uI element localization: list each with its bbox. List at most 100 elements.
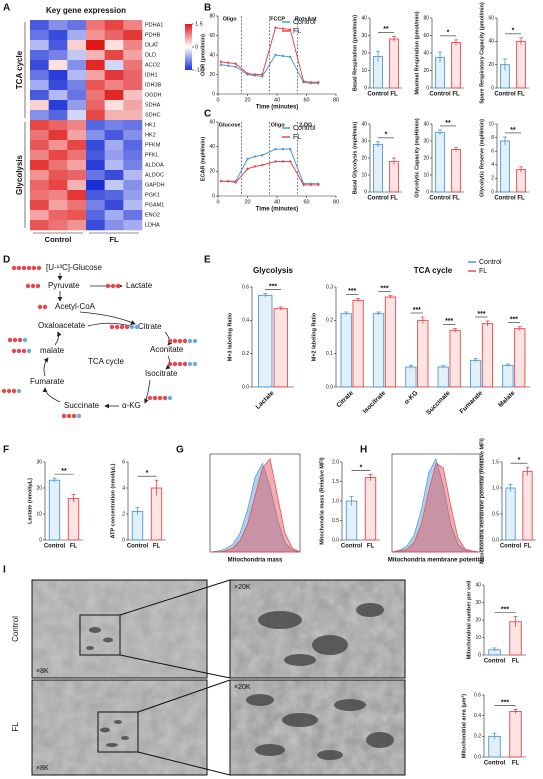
carbon-dot bbox=[167, 395, 173, 401]
heatmap-cell bbox=[48, 210, 68, 221]
panel-label: I bbox=[3, 565, 6, 576]
x-tick-label: Control bbox=[44, 544, 66, 550]
heatmap-cell bbox=[123, 180, 143, 191]
node: Lactate bbox=[126, 281, 153, 290]
heatmap-cell bbox=[30, 160, 49, 171]
bar bbox=[481, 323, 494, 388]
y-tick-label: 2 bbox=[491, 176, 494, 182]
x-tick-label: FL bbox=[517, 92, 525, 98]
carbon-dot bbox=[115, 283, 121, 289]
node: Succinate bbox=[64, 401, 100, 410]
bar bbox=[67, 497, 80, 541]
y-tick-label: 2.0 bbox=[332, 459, 339, 465]
heatmap-cell bbox=[123, 60, 143, 71]
legend-label: Control bbox=[293, 19, 316, 26]
heatmap-cell bbox=[48, 90, 68, 101]
row-label: PDHB bbox=[145, 32, 161, 38]
y-tick-label: 0 bbox=[364, 85, 367, 91]
carbon-dot bbox=[187, 338, 193, 344]
y-axis-label: Mitochondrial number per cell bbox=[466, 580, 472, 659]
y-tick-label: 0.5 bbox=[332, 518, 339, 524]
heatmap-cell bbox=[104, 50, 124, 61]
cycle-label: TCA cycle bbox=[88, 357, 125, 366]
y-tick-label: 20 bbox=[361, 155, 367, 161]
data-point bbox=[219, 63, 223, 66]
y-axis-label: ECAR (mpH/min) bbox=[200, 137, 206, 181]
x-tick-label: 60 bbox=[303, 199, 309, 205]
heatmap-cell bbox=[86, 90, 105, 101]
bar bbox=[522, 470, 533, 541]
y-tick-label: 40 bbox=[361, 121, 367, 127]
carbon-dot bbox=[110, 283, 116, 289]
significance: *** bbox=[269, 284, 277, 291]
y-axis-label: M+2 labeling Ratio bbox=[311, 312, 317, 361]
data-point bbox=[227, 64, 230, 67]
y-tick-label: 4 bbox=[122, 485, 125, 491]
y-axis-label: Spare Respiratory Capacity (pmol/min) bbox=[479, 2, 485, 104]
carbon-dot bbox=[105, 283, 111, 289]
x-tick-label: Fumarate bbox=[458, 389, 484, 415]
row-label: PDHA1 bbox=[145, 22, 163, 28]
carbon-dot bbox=[162, 395, 168, 401]
y-tick-label: 0.4 bbox=[242, 318, 249, 324]
heatmap-cell bbox=[86, 210, 105, 221]
heatmap-cell bbox=[48, 40, 68, 51]
x-tick-label: FL bbox=[70, 544, 78, 550]
panel-label: D bbox=[3, 255, 10, 266]
data-point bbox=[274, 53, 277, 57]
carbon-dot bbox=[17, 337, 23, 343]
heatmap-cell bbox=[67, 70, 87, 81]
y-tick-label: 0.2 bbox=[326, 318, 333, 324]
row-label: DLAT bbox=[145, 42, 159, 48]
y-tick-label: 10 bbox=[475, 635, 481, 641]
heatmap-cell bbox=[30, 40, 49, 51]
bar bbox=[502, 364, 514, 388]
panel-labels: A B C D E F G H I bbox=[3, 3, 367, 576]
row-label: IDH3B bbox=[145, 82, 162, 88]
carbon-dot bbox=[177, 338, 183, 344]
x-tick-label: FL bbox=[452, 92, 460, 98]
x-tick-label: FL bbox=[517, 196, 525, 202]
carbon-dot bbox=[22, 337, 28, 343]
heatmap-cell bbox=[86, 220, 105, 231]
heatmap-cell bbox=[67, 40, 87, 51]
heatmap-cell bbox=[104, 30, 124, 41]
x-tick-label: 80 bbox=[333, 97, 339, 103]
data-point bbox=[227, 180, 230, 183]
y-tick-label: 40 bbox=[209, 52, 215, 58]
x-tick-label: Control bbox=[484, 659, 506, 665]
heatmap-cell bbox=[67, 80, 87, 91]
injection-label: FCCP bbox=[270, 16, 285, 22]
row-label: LDHA bbox=[145, 222, 160, 228]
heatmap-cell bbox=[123, 30, 143, 41]
y-tick-label: 10 bbox=[423, 172, 429, 178]
heatmap-cell bbox=[48, 30, 68, 41]
y-tick-label: 60 bbox=[209, 119, 215, 125]
x-axis-label: Time (minutes) bbox=[256, 105, 299, 111]
data-point bbox=[246, 157, 249, 161]
heatmap-cell bbox=[123, 200, 143, 211]
heatmap-cell bbox=[48, 140, 68, 151]
chart-title: Key gene expression bbox=[46, 6, 126, 15]
significance: *** bbox=[413, 307, 421, 314]
injection-label: Rot+Ant bbox=[295, 16, 317, 22]
significance: *** bbox=[477, 311, 485, 318]
heatmap-cell bbox=[48, 170, 68, 181]
x-tick-label: FL bbox=[524, 544, 532, 550]
heatmap-cell bbox=[48, 80, 68, 91]
bar bbox=[451, 149, 461, 193]
data-point bbox=[289, 147, 292, 151]
y-axis-label: Mitochondria membrane potential (Relativ… bbox=[479, 438, 485, 564]
y-tick-label: 0 bbox=[122, 537, 125, 543]
x-tick-label: 0 bbox=[216, 97, 219, 103]
heatmap-cell bbox=[104, 90, 124, 101]
heatmap-cell bbox=[67, 210, 87, 221]
carbon-dot bbox=[157, 395, 163, 401]
heatmap-cell bbox=[30, 60, 49, 71]
x-tick-label: Control bbox=[429, 196, 451, 202]
y-axis-label: ATP concentration (nmol/μL) bbox=[110, 463, 116, 538]
heatmap-cell bbox=[104, 130, 124, 141]
row-label: ALDOA bbox=[145, 162, 164, 168]
row-label: SDHC bbox=[145, 112, 161, 118]
node: malate bbox=[40, 346, 65, 355]
